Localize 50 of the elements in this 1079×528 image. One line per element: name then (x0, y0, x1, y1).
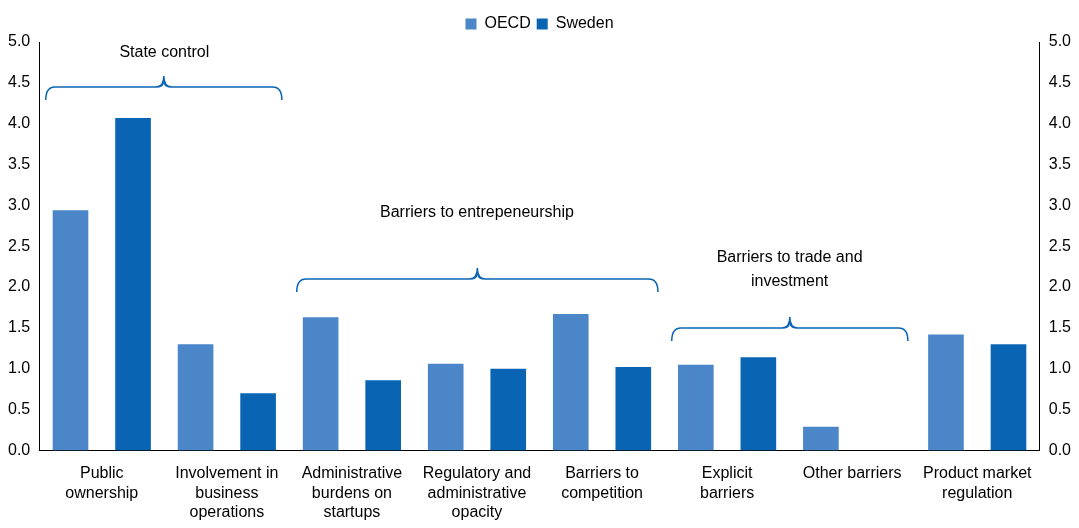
legend-label: OECD (484, 14, 531, 32)
y2-tick-label: 3.5 (1048, 154, 1072, 172)
y2-tick-label: 1.5 (1048, 318, 1072, 336)
y2-tick-label: 2.5 (1048, 236, 1072, 254)
bar (490, 368, 527, 451)
annotation: Barriers to trade and investment (715, 246, 864, 291)
x-tick-label: Regulatory and administrative opacity (422, 464, 532, 520)
bar (427, 363, 464, 451)
y2-tick-label: 1.0 (1048, 359, 1072, 377)
bar (803, 426, 839, 451)
bar (678, 364, 714, 451)
y-tick-label: 4.0 (7, 114, 31, 132)
x-tick-label: Explicit barriers (699, 464, 755, 501)
bar (365, 380, 401, 451)
bar (928, 334, 964, 451)
bar (302, 317, 339, 451)
legend-label: Sweden (555, 14, 614, 32)
x-tick-label: Involvement in business operations (175, 464, 279, 520)
x-tick-label: Barriers to competition (561, 464, 643, 501)
bar (615, 367, 652, 451)
y-tick-label: 3.0 (7, 195, 31, 213)
annotation: Barriers to entrepeneurship (380, 201, 574, 222)
y2-tick-label: 2.0 (1048, 277, 1072, 295)
y2-tick-label: 0.0 (1048, 440, 1072, 458)
bar (52, 210, 89, 451)
y-tick-label: 0.0 (7, 440, 31, 458)
y2-tick-label: 4.5 (1048, 73, 1072, 91)
y-tick-label: 4.5 (7, 73, 31, 91)
y2-tick-label: 4.0 (1048, 114, 1072, 132)
bar (990, 344, 1027, 451)
x-tick-label: Product market regulation (922, 464, 1033, 501)
y-tick-label: 2.5 (7, 236, 31, 254)
y-tick-label: 5.0 (7, 32, 31, 50)
bar (552, 313, 589, 451)
y2-tick-label: 3.0 (1048, 195, 1072, 213)
annotation: State control (119, 42, 210, 63)
bar (740, 357, 777, 451)
y-tick-label: 0.5 (7, 399, 31, 417)
y2-tick-label: 5.0 (1048, 32, 1072, 50)
x-tick-label: Other barriers (802, 464, 902, 482)
x-tick-label: Public ownership (65, 464, 139, 501)
y2-tick-label: 0.5 (1048, 399, 1072, 417)
bar (177, 344, 214, 451)
bar (240, 393, 276, 451)
y-tick-label: 2.0 (7, 277, 31, 295)
bar (115, 117, 151, 451)
y-tick-label: 3.5 (7, 154, 31, 172)
x-tick-label: Administrative burdens on startups (301, 464, 403, 520)
y-tick-label: 1.0 (7, 359, 31, 377)
y-tick-label: 1.5 (7, 318, 31, 336)
